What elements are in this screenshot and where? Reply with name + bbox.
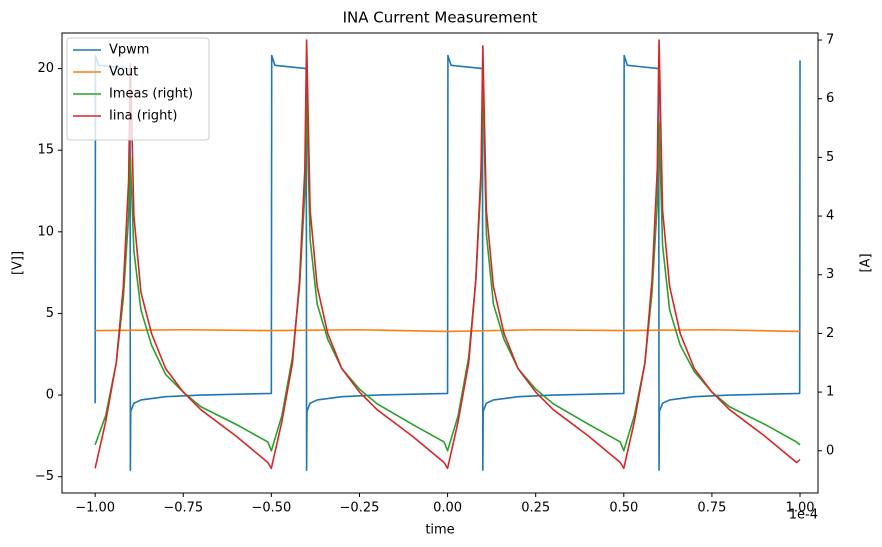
y-tick-label: 5 — [46, 306, 54, 321]
series-line — [94, 54, 801, 471]
x-axis-label: time — [425, 523, 454, 538]
series-line — [94, 74, 801, 452]
y-axis-label: [V]] — [11, 251, 26, 275]
y2-tick-label: 1 — [826, 385, 834, 400]
chart-title: INA Current Measurement — [343, 9, 538, 27]
x-tick-label: 0.75 — [697, 501, 726, 516]
y2-axis-label: [A] — [859, 253, 874, 272]
y-tick-label: 10 — [37, 224, 54, 239]
x-tick-label: −0.75 — [163, 501, 203, 516]
y-tick-label: −5 — [35, 469, 54, 484]
y2-tick-label: 0 — [826, 443, 834, 458]
y-tick-label: 20 — [37, 61, 54, 76]
x-tick-label: −0.25 — [340, 501, 380, 516]
x-offset-text: 1e-4 — [789, 508, 818, 523]
y2-tick-label: 4 — [826, 209, 834, 224]
x-tick-label: 1.00 — [786, 501, 815, 516]
y2-tick-label: 5 — [826, 150, 834, 165]
y-tick-label: 15 — [37, 143, 54, 158]
x-tick-label: 0.00 — [433, 501, 462, 516]
x-tick-label: −1.00 — [75, 501, 115, 516]
series-line — [95, 328, 801, 333]
y2-tick-label: 7 — [826, 33, 834, 48]
legend-label: Vpwm — [109, 43, 149, 58]
y2-tick-label: 3 — [826, 267, 834, 282]
plot-frame — [61, 32, 819, 494]
x-tick-label: 0.50 — [609, 501, 638, 516]
y2-tick-label: 2 — [826, 326, 834, 341]
y2-tick-label: 6 — [826, 91, 834, 106]
y-tick-label: 0 — [46, 388, 54, 403]
x-tick-label: 0.25 — [521, 501, 550, 516]
legend-label: Vout — [109, 65, 138, 80]
legend-label: Iina (right) — [109, 109, 177, 124]
legend-box — [66, 37, 210, 141]
series-line — [94, 39, 801, 470]
legend-label: Imeas (right) — [109, 87, 193, 102]
x-tick-label: −0.50 — [251, 501, 291, 516]
